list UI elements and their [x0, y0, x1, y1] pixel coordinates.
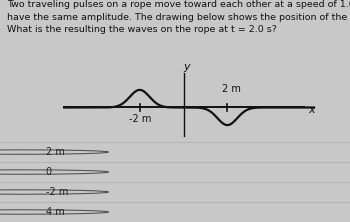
Text: x: x	[308, 105, 315, 115]
Text: 2 m: 2 m	[46, 147, 64, 157]
Text: y: y	[183, 62, 189, 72]
Text: Two traveling pulses on a rope move toward each other at a speed of 1.0 m/s. The: Two traveling pulses on a rope move towa…	[7, 0, 350, 34]
Text: 4 m: 4 m	[46, 207, 64, 217]
Text: -2 m: -2 m	[128, 114, 151, 124]
Text: -2 m: -2 m	[46, 187, 68, 197]
Text: 0: 0	[46, 167, 52, 177]
Text: 2 m: 2 m	[222, 84, 241, 94]
